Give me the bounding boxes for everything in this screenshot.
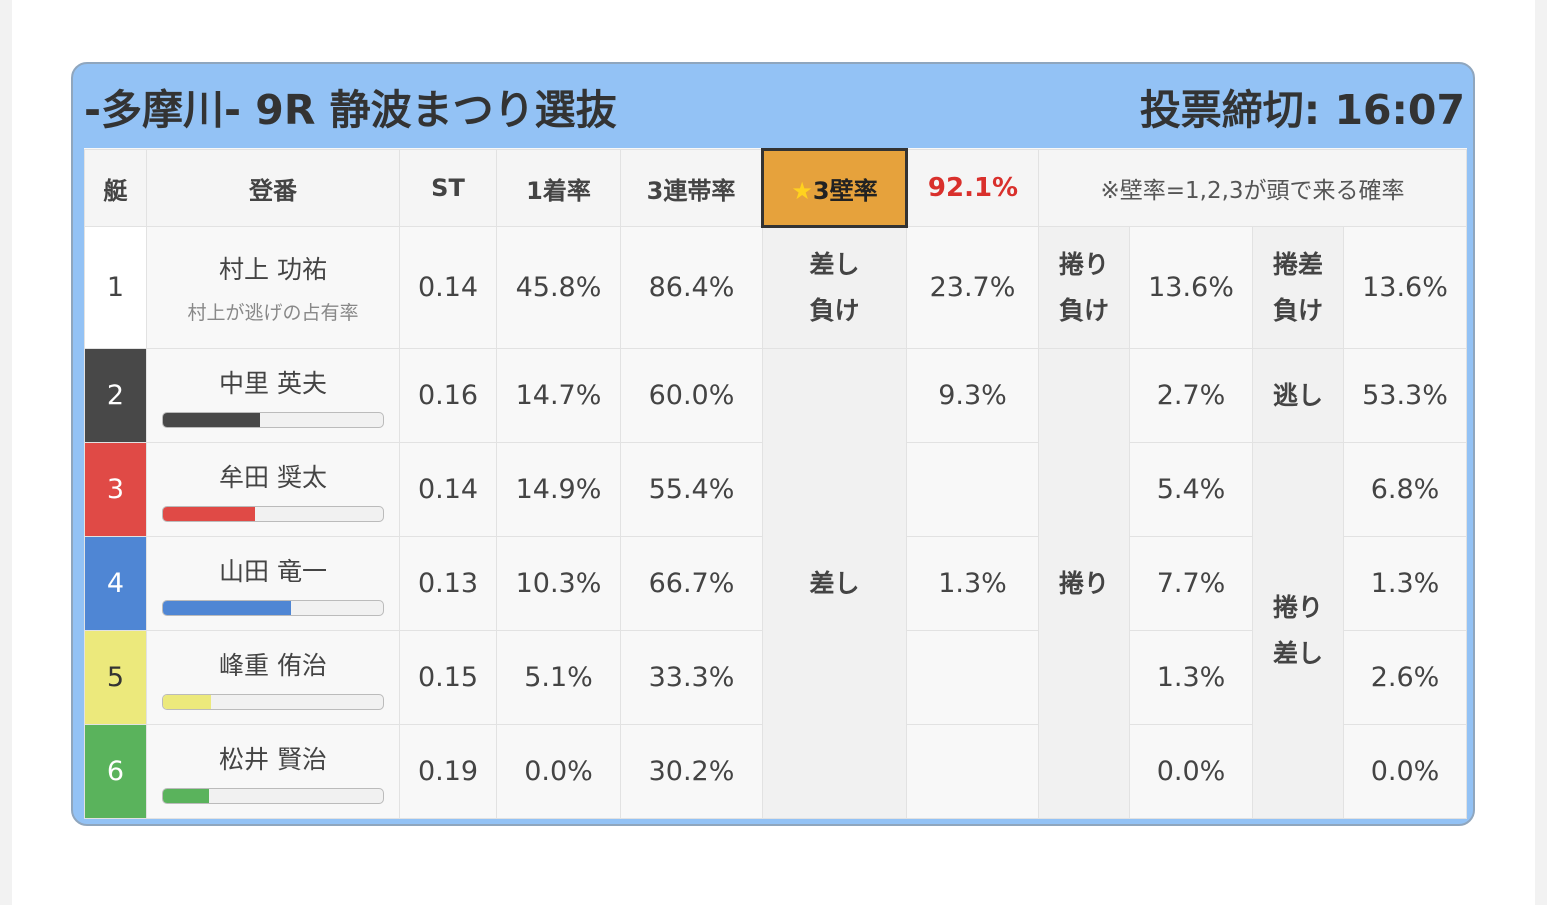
wall-rate-header[interactable]: ★3壁率 [761, 148, 908, 228]
kimarite-makuri: 捲り [1038, 348, 1130, 819]
voting-deadline: 投票締切: 16:07 [1139, 86, 1465, 134]
racer-cell: 村上 功祐 村上が逃げの占有率 [146, 226, 400, 349]
makuri-value: 1.3% [1129, 630, 1253, 725]
table-row: 1 村上 功祐 村上が逃げの占有率 0.14 45.8% 86.4% 差し 負け… [84, 226, 1468, 349]
wall-rate-note: ※壁率=1,2,3が頭で来る確率 [1037, 149, 1468, 227]
rate-bar-fill [163, 506, 256, 521]
wall-rate-label: 3壁率 [812, 176, 878, 205]
racer-cell: 峰重 侑治 [146, 630, 400, 725]
rate-bar-fill [163, 600, 291, 615]
makurisashi-value: 0.0% [1342, 724, 1468, 819]
top3-rate-value: 86.4% [620, 226, 763, 349]
col-top3-rate: 3連帯率 [620, 149, 763, 227]
racer-cell: 中里 英夫 [146, 348, 400, 443]
sashi-value: 1.3% [906, 536, 1039, 631]
rate-bar [162, 411, 384, 428]
kimarite-label: 捲り 差し [1272, 592, 1323, 668]
makurisashi-value: 2.6% [1342, 630, 1468, 725]
top3-rate-value: 30.2% [620, 724, 763, 819]
sashi-value [906, 724, 1039, 819]
makuri-value: 5.4% [1129, 442, 1253, 537]
win-rate-value: 5.1% [496, 630, 621, 725]
kimarite-label: 捲り 負け [1058, 249, 1109, 325]
racer-cell: 山田 竜一 [146, 536, 400, 631]
sashi-value: 9.3% [906, 348, 1039, 443]
kimarite-nige: 逃し [1252, 348, 1344, 443]
st-value: 0.19 [399, 724, 497, 819]
win-rate-value: 14.9% [496, 442, 621, 537]
col-racer: 登番 [146, 149, 400, 227]
st-value: 0.14 [399, 442, 497, 537]
table-row: 3 牟田 奨太 0.14 14.9% 55.4% 5.4% 捲り 差し 6.8% [84, 442, 1468, 819]
table-row: 2 中里 英夫 0.16 14.7% 60.0% 差し 9.3% 捲り 2.7%… [84, 348, 1468, 819]
race-title: -多摩川- 9R 静波まつり選抜 [84, 86, 617, 134]
table-row: 5 峰重 侑治 0.15 5.1% 33.3% 1.3% 2.6% [84, 630, 1468, 725]
kimarite-label: 差し 負け [809, 250, 860, 325]
st-value: 0.13 [399, 536, 497, 631]
makurisashi-value: 6.8% [1342, 442, 1468, 537]
kimarite-sashi: 差し [762, 348, 907, 819]
makurisashi-lose-value: 13.6% [1342, 226, 1468, 349]
rate-bar-fill [163, 694, 212, 709]
rate-bar [162, 599, 384, 616]
table-row: 4 山田 竜一 0.13 10.3% 66.7% 1.3% 7.7% 1.3% [84, 536, 1468, 631]
top3-rate-value: 33.3% [620, 630, 763, 725]
racer-name[interactable]: 峰重 侑治 [219, 650, 327, 680]
kimarite-sashi-lose: 差し 負け [762, 226, 907, 349]
racer-name[interactable]: 牟田 奨太 [219, 462, 327, 492]
kimarite-makurisashi-lose: 捲差 負け [1252, 226, 1344, 349]
col-boat: 艇 [84, 149, 147, 227]
makuri-value: 0.0% [1129, 724, 1253, 819]
sashi-value [906, 630, 1039, 725]
rate-bar-fill [163, 412, 260, 427]
col-st: ST [399, 149, 497, 227]
makuri-value: 2.7% [1129, 348, 1253, 443]
kimarite-makurisashi: 捲り 差し [1252, 442, 1344, 819]
table-header-row: 艇 登番 ST 1着率 3連帯率 ★3壁率 92.1% ※壁率=1,2,3が頭で… [84, 148, 1468, 228]
racer-name[interactable]: 松井 賢治 [219, 744, 327, 774]
sashi-lose-value: 23.7% [906, 226, 1039, 349]
kimarite-label: 捲差 負け [1272, 249, 1323, 325]
makuri-value: 7.7% [1129, 536, 1253, 631]
escape-share-label: 村上が逃げの占有率 [187, 302, 359, 324]
col-win-rate: 1着率 [496, 149, 621, 227]
boat-number: 1 [84, 226, 147, 349]
nige-value: 53.3% [1342, 348, 1468, 443]
rate-bar-fill [163, 788, 210, 803]
win-rate-value: 0.0% [496, 724, 621, 819]
odds-table: 艇 登番 ST 1着率 3連帯率 ★3壁率 92.1% ※壁率=1,2,3が頭で… [84, 148, 1468, 819]
win-rate-value: 10.3% [496, 536, 621, 631]
st-value: 0.16 [399, 348, 497, 443]
boat-number: 5 [84, 630, 147, 725]
top3-rate-value: 60.0% [620, 348, 763, 443]
st-value: 0.14 [399, 226, 497, 349]
star-icon: ★ [791, 176, 813, 205]
racer-name[interactable]: 村上 功祐 [219, 255, 327, 284]
rate-bar [162, 693, 384, 710]
boat-number: 6 [84, 724, 147, 819]
makurisashi-value: 1.3% [1342, 536, 1468, 631]
rate-bar [162, 787, 384, 804]
win-rate-value: 14.7% [496, 348, 621, 443]
boat-number: 2 [84, 348, 147, 443]
boat-number: 4 [84, 536, 147, 631]
st-value: 0.15 [399, 630, 497, 725]
racer-name[interactable]: 中里 英夫 [219, 368, 327, 398]
boat-number: 3 [84, 442, 147, 537]
makuri-lose-value: 13.6% [1129, 226, 1253, 349]
top3-rate-value: 55.4% [620, 442, 763, 537]
kimarite-makuri-lose: 捲り 負け [1038, 226, 1130, 349]
wall-rate-value: 92.1% [906, 149, 1039, 227]
win-rate-value: 45.8% [496, 226, 621, 349]
rate-bar [162, 505, 384, 522]
racer-cell: 松井 賢治 [146, 724, 400, 819]
top3-rate-value: 66.7% [620, 536, 763, 631]
table-row: 6 松井 賢治 0.19 0.0% 30.2% 0.0% 0.0% [84, 724, 1468, 819]
racer-name[interactable]: 山田 竜一 [219, 556, 327, 586]
sashi-value [906, 442, 1039, 537]
racer-cell: 牟田 奨太 [146, 442, 400, 537]
